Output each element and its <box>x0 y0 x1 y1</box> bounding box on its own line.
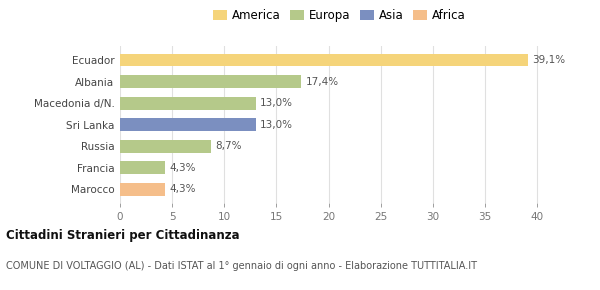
Text: 8,7%: 8,7% <box>215 141 241 151</box>
Bar <box>120 97 256 110</box>
Text: 13,0%: 13,0% <box>260 98 293 108</box>
Text: 4,3%: 4,3% <box>169 163 196 173</box>
Text: Cittadini Stranieri per Cittadinanza: Cittadini Stranieri per Cittadinanza <box>6 229 239 242</box>
Text: 13,0%: 13,0% <box>260 120 293 130</box>
Text: COMUNE DI VOLTAGGIO (AL) - Dati ISTAT al 1° gennaio di ogni anno - Elaborazione : COMUNE DI VOLTAGGIO (AL) - Dati ISTAT al… <box>6 261 477 271</box>
Bar <box>120 140 211 153</box>
Legend: America, Europa, Asia, Africa: America, Europa, Asia, Africa <box>209 5 469 26</box>
Bar <box>120 75 301 88</box>
Text: 39,1%: 39,1% <box>532 55 565 65</box>
Bar <box>120 183 165 196</box>
Bar <box>120 161 165 174</box>
Text: 4,3%: 4,3% <box>169 184 196 194</box>
Bar <box>120 54 528 66</box>
Text: 17,4%: 17,4% <box>305 77 339 86</box>
Bar <box>120 118 256 131</box>
